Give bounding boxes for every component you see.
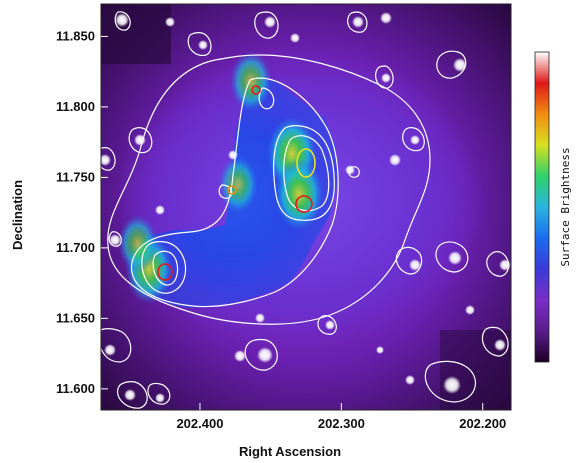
x-tick-label: 202.300: [318, 416, 365, 431]
x-axis: 202.400 202.300 202.200: [176, 403, 506, 431]
peak-contours: [157, 85, 316, 281]
y-tick-label: 11.850: [56, 28, 95, 43]
y-tick-label: 11.650: [56, 310, 95, 325]
map-image: [101, 4, 511, 410]
map-dark-corner-tl: [101, 4, 171, 64]
emission-peak: [218, 155, 258, 214]
y-tick-label: 11.750: [56, 169, 95, 184]
y-axis-label: Declination: [10, 180, 25, 250]
colorbar: Surface Brightness: [534, 51, 572, 363]
colorbar-gradient: [534, 51, 550, 363]
contours: [101, 11, 510, 409]
colorbar-label: Surface Brightness: [559, 147, 572, 266]
x-tick-label: 202.400: [176, 416, 223, 431]
y-tick-label: 11.700: [56, 240, 95, 255]
emission-peak: [118, 214, 158, 273]
x-tick-label: 202.200: [459, 416, 506, 431]
plot-frame: [100, 3, 512, 411]
emission-peak: [230, 51, 272, 112]
y-tick-label: 11.800: [56, 99, 95, 114]
emission-peak: [274, 158, 324, 231]
point-sources: [101, 12, 511, 403]
y-axis: 11.600 11.650 11.700 11.750 11.800 11.850: [56, 28, 108, 396]
emission-peaks: [118, 51, 324, 304]
x-axis-label: Right Ascension: [239, 444, 341, 459]
y-tick-label: 11.600: [56, 381, 95, 396]
